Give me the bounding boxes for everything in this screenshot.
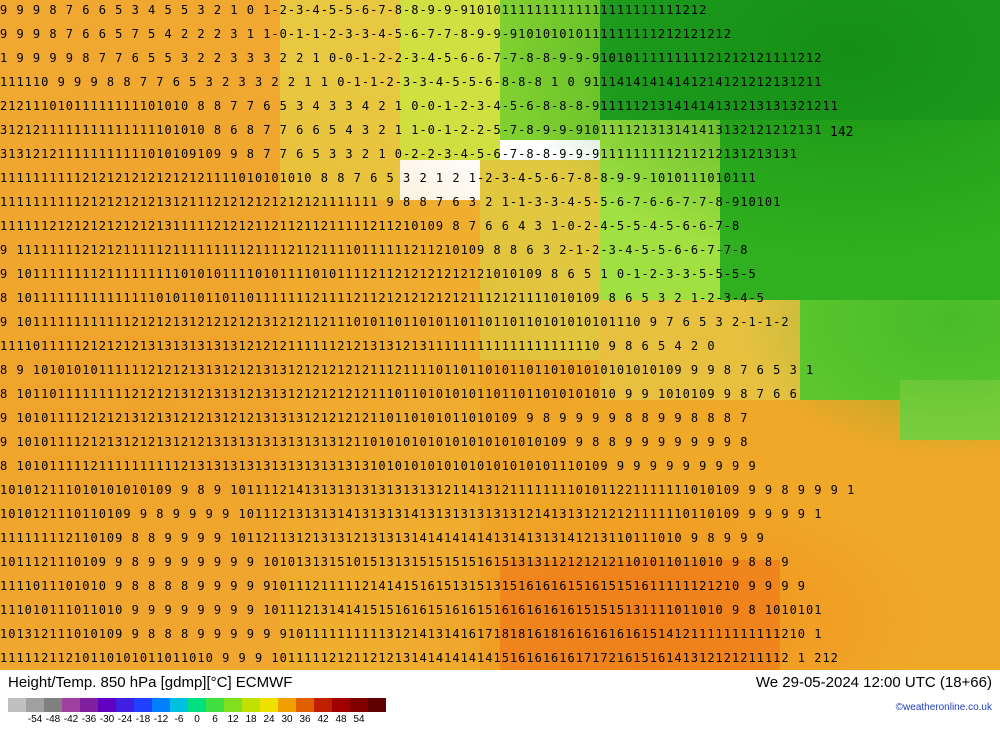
legend-label: 24	[260, 714, 278, 725]
data-value-grid: 9 9 9 8 7 6 6 5 3 4 5 5 3 2 1 0 1-2-3-4-…	[0, 0, 1000, 670]
legend-label: -24	[116, 714, 134, 725]
data-row: 8 10110111111111212121312131312131312121…	[0, 382, 1000, 406]
legend-swatch	[116, 698, 134, 712]
legend-label: -12	[152, 714, 170, 725]
legend-swatch	[98, 698, 116, 712]
data-row: 111110 9 9 9 8 8 7 7 6 5 3 2 3 3 2 2 1 1…	[0, 70, 1000, 94]
data-row: 9 10101111212131212131212131313131313131…	[0, 430, 1000, 454]
legend-label: -48	[44, 714, 62, 725]
legend-swatch	[152, 698, 170, 712]
legend-label: 0	[188, 714, 206, 725]
legend-swatch	[260, 698, 278, 712]
legend-label: -6	[170, 714, 188, 725]
data-row: 313121211111111111010109109 9 8 7 7 6 5 …	[0, 142, 1000, 166]
legend-swatch	[206, 698, 224, 712]
data-row: 8 9 101010101111112121213131212131312121…	[0, 358, 1000, 382]
legend-swatch	[44, 698, 62, 712]
legend-label: 42	[314, 714, 332, 725]
chart-datetime: We 29-05-2024 12:00 UTC (18+66)	[756, 674, 992, 691]
legend-swatch	[188, 698, 206, 712]
legend-label: 30	[278, 714, 296, 725]
legend-swatch	[242, 698, 260, 712]
data-row: 8 10101111121111111111213131313131313131…	[0, 454, 1000, 478]
legend-label: -54	[26, 714, 44, 725]
legend-label: -36	[80, 714, 98, 725]
legend-label: 36	[296, 714, 314, 725]
data-row: 9 10101111212121312131212131212131313121…	[0, 406, 1000, 430]
data-row: 101312111010109 9 8 8 8 9 9 9 9 9 910111…	[0, 622, 1000, 646]
legend-swatch	[224, 698, 242, 712]
chart-footer: Height/Temp. 850 hPa [gdmp][°C] ECMWF We…	[0, 670, 1000, 733]
watermark-text: ©weatheronline.co.uk	[896, 702, 992, 713]
legend-label: 18	[242, 714, 260, 725]
legend-swatch	[278, 698, 296, 712]
legend-swatch	[134, 698, 152, 712]
data-row: 11111111112121212121212121111010101010 8…	[0, 166, 1000, 190]
data-row: 8 10111111111111111010110110110111111121…	[0, 286, 1000, 310]
data-row: 1010121110110109 9 8 9 9 9 9 10111213131…	[0, 502, 1000, 526]
legend-swatch	[314, 698, 332, 712]
legend-label: 48	[332, 714, 350, 725]
weather-chart: 9 9 9 8 7 6 6 5 3 4 5 5 3 2 1 0 1-2-3-4-…	[0, 0, 1000, 670]
data-row: 111111112110109 8 8 9 9 9 9 101121131213…	[0, 526, 1000, 550]
legend-swatch	[350, 698, 368, 712]
data-row: 101012111010101010109 9 8 9 101111214131…	[0, 478, 1000, 502]
data-row: 1111112121212121212131111121212112112112…	[0, 214, 1000, 238]
legend-swatch	[332, 698, 350, 712]
data-row: 9 9 9 8 7 6 6 5 3 4 5 5 3 2 1 0 1-2-3-4-…	[0, 0, 1000, 22]
legend-label: 6	[206, 714, 224, 725]
data-row: 11111211210110101011011010 9 9 9 1011111…	[0, 646, 1000, 670]
data-row: 21211101011111111101010 8 8 7 7 6 5 3 4 …	[0, 94, 1000, 118]
legend-label: 54	[350, 714, 368, 725]
data-row: 9 10111111112111111111010101111010111101…	[0, 262, 1000, 286]
data-row: 9 9 9 8 7 6 6 5 7 5 4 2 2 2 3 1 1-0-1-1-…	[0, 22, 1000, 46]
data-row: 1111011111212121213131313131312121211111…	[0, 334, 1000, 358]
height-contour-label: 142	[830, 125, 853, 140]
chart-title: Height/Temp. 850 hPa [gdmp][°C] ECMWF	[8, 674, 292, 691]
legend-swatch	[26, 698, 44, 712]
data-row: 1 9 9 9 9 8 7 7 6 5 5 3 2 2 3 3 3 2 2 1 …	[0, 46, 1000, 70]
legend-swatch	[8, 698, 26, 712]
legend-swatch	[62, 698, 80, 712]
data-row: 111010111011010 9 9 9 9 9 9 9 9 10111213…	[0, 598, 1000, 622]
legend-label: -42	[62, 714, 80, 725]
data-row: 9 11111111212121111121111111112111121121…	[0, 238, 1000, 262]
legend-swatch	[296, 698, 314, 712]
legend-tick-labels: -54-48-42-36-30-24-18-12-606121824303642…	[8, 714, 386, 725]
legend-label: 12	[224, 714, 242, 725]
data-row: 1011121110109 9 8 9 9 9 9 9 9 9 10101313…	[0, 550, 1000, 574]
data-row: 1111011101010 9 8 8 8 8 9 9 9 9 91011121…	[0, 574, 1000, 598]
legend-swatch	[80, 698, 98, 712]
legend-label: -18	[134, 714, 152, 725]
data-row: 1111111111212121212131211121212121212121…	[0, 190, 1000, 214]
legend-label: -30	[98, 714, 116, 725]
color-legend	[8, 698, 386, 712]
data-row: 9 10111111111111212121312121212131212112…	[0, 310, 1000, 334]
legend-swatch	[170, 698, 188, 712]
legend-swatch	[368, 698, 386, 712]
